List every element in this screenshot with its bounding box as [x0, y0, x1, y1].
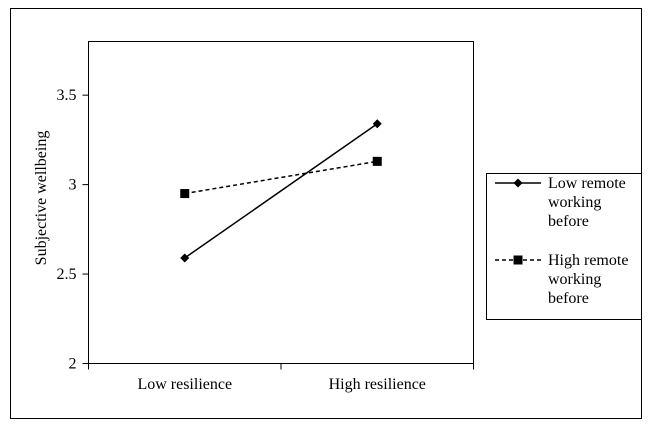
y-tick-label: 3: [69, 177, 77, 194]
legend-entry-line: before: [548, 290, 589, 307]
legend-entry-line: High remote: [548, 252, 628, 269]
legend-entry-line: working: [548, 271, 601, 288]
legend-box: [486, 173, 642, 320]
series-line: [184, 160, 378, 195]
legend: Low remote working before High remote workin…: [495, 175, 628, 307]
series-layer: [180, 119, 382, 263]
x-axis: Low resilience High resilience: [88, 363, 474, 393]
y-axis: 2 2.5 3 3.5: [57, 87, 89, 373]
x-tick-label: High resilience: [329, 376, 426, 393]
x-tick-label: Low resilience: [137, 376, 232, 393]
legend-entry: Low remote working before: [548, 175, 626, 230]
y-tick-label: 2: [69, 356, 77, 373]
legend-entry-line: Low remote: [548, 175, 626, 192]
series-line: [184, 123, 378, 259]
y-tick-label: 3.5: [57, 87, 77, 104]
plot-area: [88, 41, 474, 364]
legend-entry-line: working: [548, 194, 601, 211]
legend-entry-line: before: [548, 213, 589, 230]
data-point: [372, 119, 382, 129]
data-point: [372, 156, 382, 166]
y-tick-label: 2.5: [57, 266, 77, 283]
legend-entry: High remote working before: [548, 252, 628, 307]
y-axis-label: Subjective wellbeing: [33, 131, 50, 266]
legend-marker: [513, 255, 523, 265]
data-point: [180, 253, 190, 263]
data-point: [180, 189, 190, 199]
legend-marker: [513, 178, 523, 188]
